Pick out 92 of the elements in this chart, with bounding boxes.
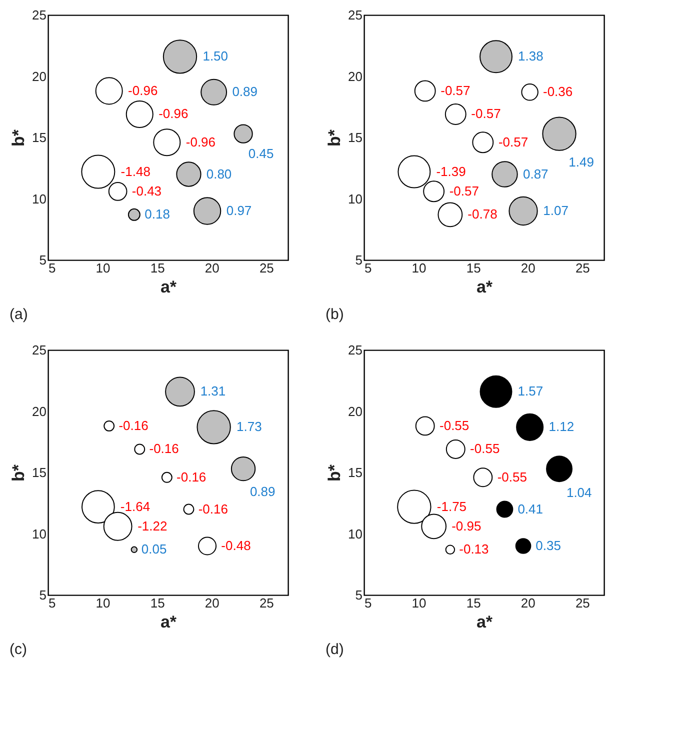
annotation: -0.57 xyxy=(498,134,528,150)
x-tick-label: 10 xyxy=(96,260,110,276)
annotation: -1.75 xyxy=(436,498,467,514)
annotation: -0.48 xyxy=(221,538,251,553)
annotation: 1.04 xyxy=(566,485,592,500)
x-tick-label: 10 xyxy=(96,596,110,610)
y-axis-title: b* xyxy=(325,129,344,146)
annotation: -0.43 xyxy=(132,183,162,198)
annotation: -0.16 xyxy=(118,418,148,433)
y-tick-label: 10 xyxy=(348,191,362,206)
y-tick-label: 20 xyxy=(32,68,46,84)
x-axis-title: a* xyxy=(160,278,177,296)
y-tick-label: 20 xyxy=(348,68,362,84)
annotation: 1.57 xyxy=(518,384,544,399)
annotation: 0.97 xyxy=(226,203,252,218)
annotation: -0.57 xyxy=(449,183,479,198)
x-tick-label: 15 xyxy=(150,596,165,610)
x-axis-title: a* xyxy=(476,612,493,632)
annotation: -0.57 xyxy=(471,106,501,122)
text: (b) xyxy=(326,306,344,323)
x-tick-label: 15 xyxy=(150,260,165,276)
annotation: 1.49 xyxy=(568,154,594,170)
y-axis-title: b* xyxy=(9,129,28,146)
y-tick-label: 25 xyxy=(32,8,46,22)
y-tick-label: 25 xyxy=(32,342,46,358)
annotation: -1.48 xyxy=(120,164,150,179)
annotation: -0.57 xyxy=(440,82,470,98)
x-tick-label: 10 xyxy=(412,596,426,610)
y-tick-label: 25 xyxy=(348,342,362,358)
annotation: -0.55 xyxy=(470,441,500,456)
x-tick-label: 15 xyxy=(466,260,481,276)
annotation: 0.18 xyxy=(144,206,170,222)
annotation: 1.73 xyxy=(236,419,262,434)
x-tick-label: 20 xyxy=(520,596,536,610)
x-tick-label: 5 xyxy=(364,260,372,276)
y-tick-label: 15 xyxy=(348,130,362,145)
x-tick-label: 15 xyxy=(466,596,481,610)
x-tick-label: 20 xyxy=(204,260,220,276)
annotation: 0.87 xyxy=(522,166,548,182)
y-tick-label: 10 xyxy=(348,526,362,542)
annotation: 0.80 xyxy=(206,166,232,182)
y-tick-label: 25 xyxy=(348,8,362,22)
y-axis-title: b* xyxy=(325,464,344,482)
x-axis-title: a* xyxy=(476,278,493,296)
y-tick-label: 20 xyxy=(348,404,362,419)
y-tick-label: 20 xyxy=(32,404,46,419)
annotation: 0.89 xyxy=(250,484,276,500)
y-tick-label: 15 xyxy=(348,465,362,480)
annotation: -0.55 xyxy=(497,469,527,484)
annotation: 1.07 xyxy=(543,203,568,218)
annotation: -1.39 xyxy=(436,164,466,179)
text: (c) xyxy=(10,641,28,658)
x-tick-label: 20 xyxy=(204,596,220,610)
annotation: -0.96 xyxy=(158,106,188,122)
annotation: 0.89 xyxy=(232,84,258,100)
x-tick-label: 5 xyxy=(48,596,56,610)
annotation: 0.35 xyxy=(536,538,561,553)
x-tick-label: 25 xyxy=(259,260,274,276)
x-tick-label: 20 xyxy=(520,260,536,276)
x-tick-label: 10 xyxy=(412,260,426,276)
x-tick-label: 25 xyxy=(575,260,590,276)
y-tick-label: 10 xyxy=(32,526,46,542)
y-tick-label: 15 xyxy=(32,465,46,480)
annotation: -0.95 xyxy=(452,518,482,534)
y-tick-label: 15 xyxy=(32,130,46,145)
annotation: -0.13 xyxy=(459,542,489,557)
annotation: -0.36 xyxy=(542,84,573,100)
annotation: 0.41 xyxy=(518,501,544,516)
annotation: 1.31 xyxy=(200,384,226,399)
text: (d) xyxy=(326,641,344,658)
annotation: -0.55 xyxy=(440,418,470,433)
x-axis-title: a* xyxy=(160,612,177,632)
annotation: -0.96 xyxy=(186,134,216,150)
annotation: -0.16 xyxy=(198,501,228,516)
annotation: -0.96 xyxy=(128,82,158,98)
x-tick-label: 5 xyxy=(364,596,372,610)
x-tick-label: 25 xyxy=(575,596,590,610)
annotation: 1.38 xyxy=(518,48,544,64)
annotation: 1.12 xyxy=(548,419,574,434)
annotation: 0.45 xyxy=(248,146,274,162)
annotation: 0.05 xyxy=(141,542,167,557)
annotation: -0.16 xyxy=(149,441,179,456)
annotation: -0.16 xyxy=(176,469,206,484)
y-tick-label: 10 xyxy=(32,191,46,206)
annotation: -0.78 xyxy=(468,206,498,222)
annotation: -1.22 xyxy=(138,518,168,534)
annotation: 1.50 xyxy=(202,48,228,64)
x-tick-label: 25 xyxy=(259,596,274,610)
y-axis-title: b* xyxy=(9,464,28,482)
x-tick-label: 5 xyxy=(48,260,56,276)
annotation: -1.64 xyxy=(120,498,150,514)
text: (a) xyxy=(10,306,28,323)
